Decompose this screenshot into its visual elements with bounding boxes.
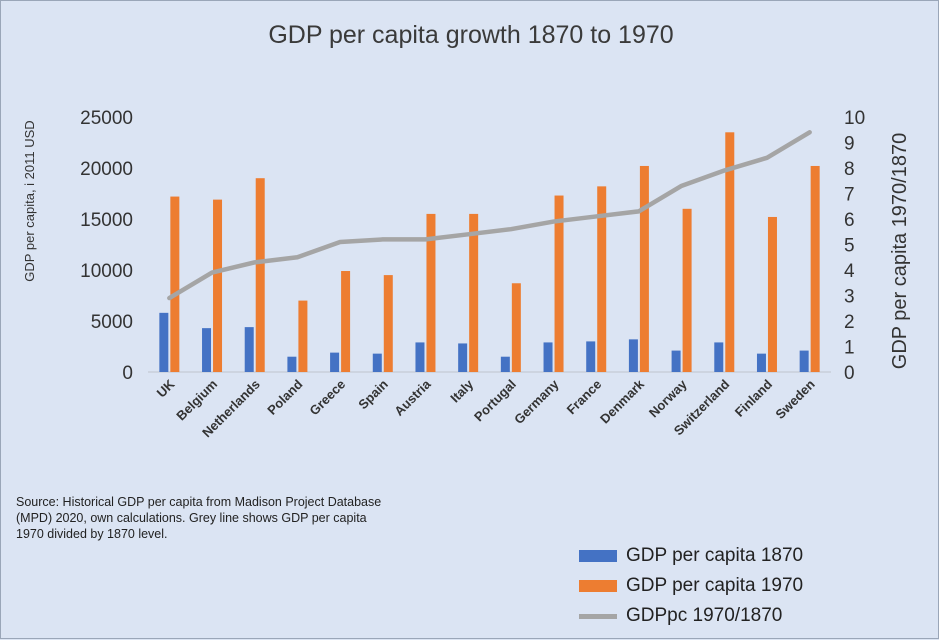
legend-item: GDP per capita 1870 <box>579 541 803 571</box>
bar-1970 <box>213 199 223 372</box>
bars <box>159 132 820 372</box>
category-label: Austria <box>391 376 434 419</box>
ratio-line-series <box>167 130 812 301</box>
category-label: Italy <box>447 376 477 406</box>
bar-1970 <box>682 208 692 372</box>
y2-tick-label: 4 <box>844 261 855 282</box>
y2-tick-label: 2 <box>844 312 855 333</box>
bar-1970 <box>341 271 351 372</box>
bar-1870 <box>671 350 681 372</box>
y-tick-label: 10000 <box>80 261 133 282</box>
y-tick-label: 0 <box>122 363 133 384</box>
bar-1970 <box>511 283 521 372</box>
bar-1870 <box>714 342 724 372</box>
y2-tick-label: 3 <box>844 287 855 308</box>
legend-label-ratio: GDPpc 1970/1870 <box>626 605 783 626</box>
category-label: Spain <box>355 376 391 412</box>
category-label: Denmark <box>597 376 647 426</box>
legend-item: GDP per capita 1970 <box>579 571 803 601</box>
bar-1870 <box>799 350 809 372</box>
legend-swatch-ratio <box>579 613 617 619</box>
bar-1870 <box>244 327 254 372</box>
source-note: Source: Historical GDP per capita from M… <box>16 495 382 541</box>
legend-swatch-1970 <box>579 580 617 592</box>
y2-tick-label: 7 <box>844 185 855 206</box>
bar-1970 <box>469 213 479 372</box>
bar-1870 <box>500 356 510 372</box>
bar-1870 <box>628 339 638 372</box>
legend-label-1870: GDP per capita 1870 <box>626 545 804 566</box>
y-tick-label: 5000 <box>91 312 133 333</box>
right-axis-ticks: 0 1 2 3 4 5 6 7 8 9 10 <box>844 108 865 384</box>
y2-tick-label: 10 <box>844 108 865 129</box>
bar-1870 <box>159 312 169 372</box>
y-tick-label: 15000 <box>80 210 133 231</box>
bar-1870 <box>287 356 297 372</box>
y2-tick-label: 8 <box>844 159 855 180</box>
bar-1970 <box>597 186 607 372</box>
y2-tick-label: 1 <box>844 338 855 359</box>
bar-1970 <box>383 275 393 372</box>
legend-item: GDPpc 1970/1870 <box>579 601 803 631</box>
bar-1970 <box>554 195 564 372</box>
y2-tick-label: 9 <box>844 134 855 155</box>
left-axis-ticks: 0 5000 10000 15000 20000 25000 <box>80 108 133 384</box>
legend-swatch-1870 <box>579 550 617 562</box>
legend: GDP per capita 1870 GDP per capita 1970 … <box>579 541 803 631</box>
legend-label-1970: GDP per capita 1970 <box>626 575 804 596</box>
category-label: Sweden <box>772 376 817 421</box>
category-label: Poland <box>264 376 305 417</box>
category-label: Finland <box>732 376 775 419</box>
bar-1870 <box>543 342 553 372</box>
bar-1970 <box>639 165 649 372</box>
ratio-line <box>167 130 812 301</box>
bar-1970 <box>725 132 735 372</box>
y2-tick-label: 5 <box>844 236 855 257</box>
y2-tick-label: 6 <box>844 210 855 231</box>
category-label: Greece <box>306 377 348 419</box>
bar-1870 <box>372 353 382 372</box>
bar-1970 <box>426 213 436 372</box>
y2-tick-label: 0 <box>844 363 855 384</box>
y-tick-label: 20000 <box>80 159 133 180</box>
category-label: UK <box>154 376 178 400</box>
bar-1970 <box>255 178 265 372</box>
y2-axis-label: GDP per capita 1970/1870 <box>889 133 911 369</box>
bar-1870 <box>415 342 425 372</box>
bar-1870 <box>756 353 766 372</box>
bar-1970 <box>767 216 777 372</box>
y-axis-label: GDP per capita, i 2011 USD <box>22 120 37 281</box>
bar-1870 <box>458 343 468 372</box>
bar-1870 <box>330 352 340 372</box>
bar-1870 <box>586 341 596 372</box>
y-tick-label: 25000 <box>80 108 133 129</box>
category-label: Germany <box>511 376 562 427</box>
chart-title: GDP per capita growth 1870 to 1970 <box>268 21 673 49</box>
bar-1870 <box>202 328 212 372</box>
bar-1970 <box>298 300 308 372</box>
category-label: France <box>564 377 605 418</box>
bar-1970 <box>810 165 820 372</box>
bar-1970 <box>170 196 180 372</box>
